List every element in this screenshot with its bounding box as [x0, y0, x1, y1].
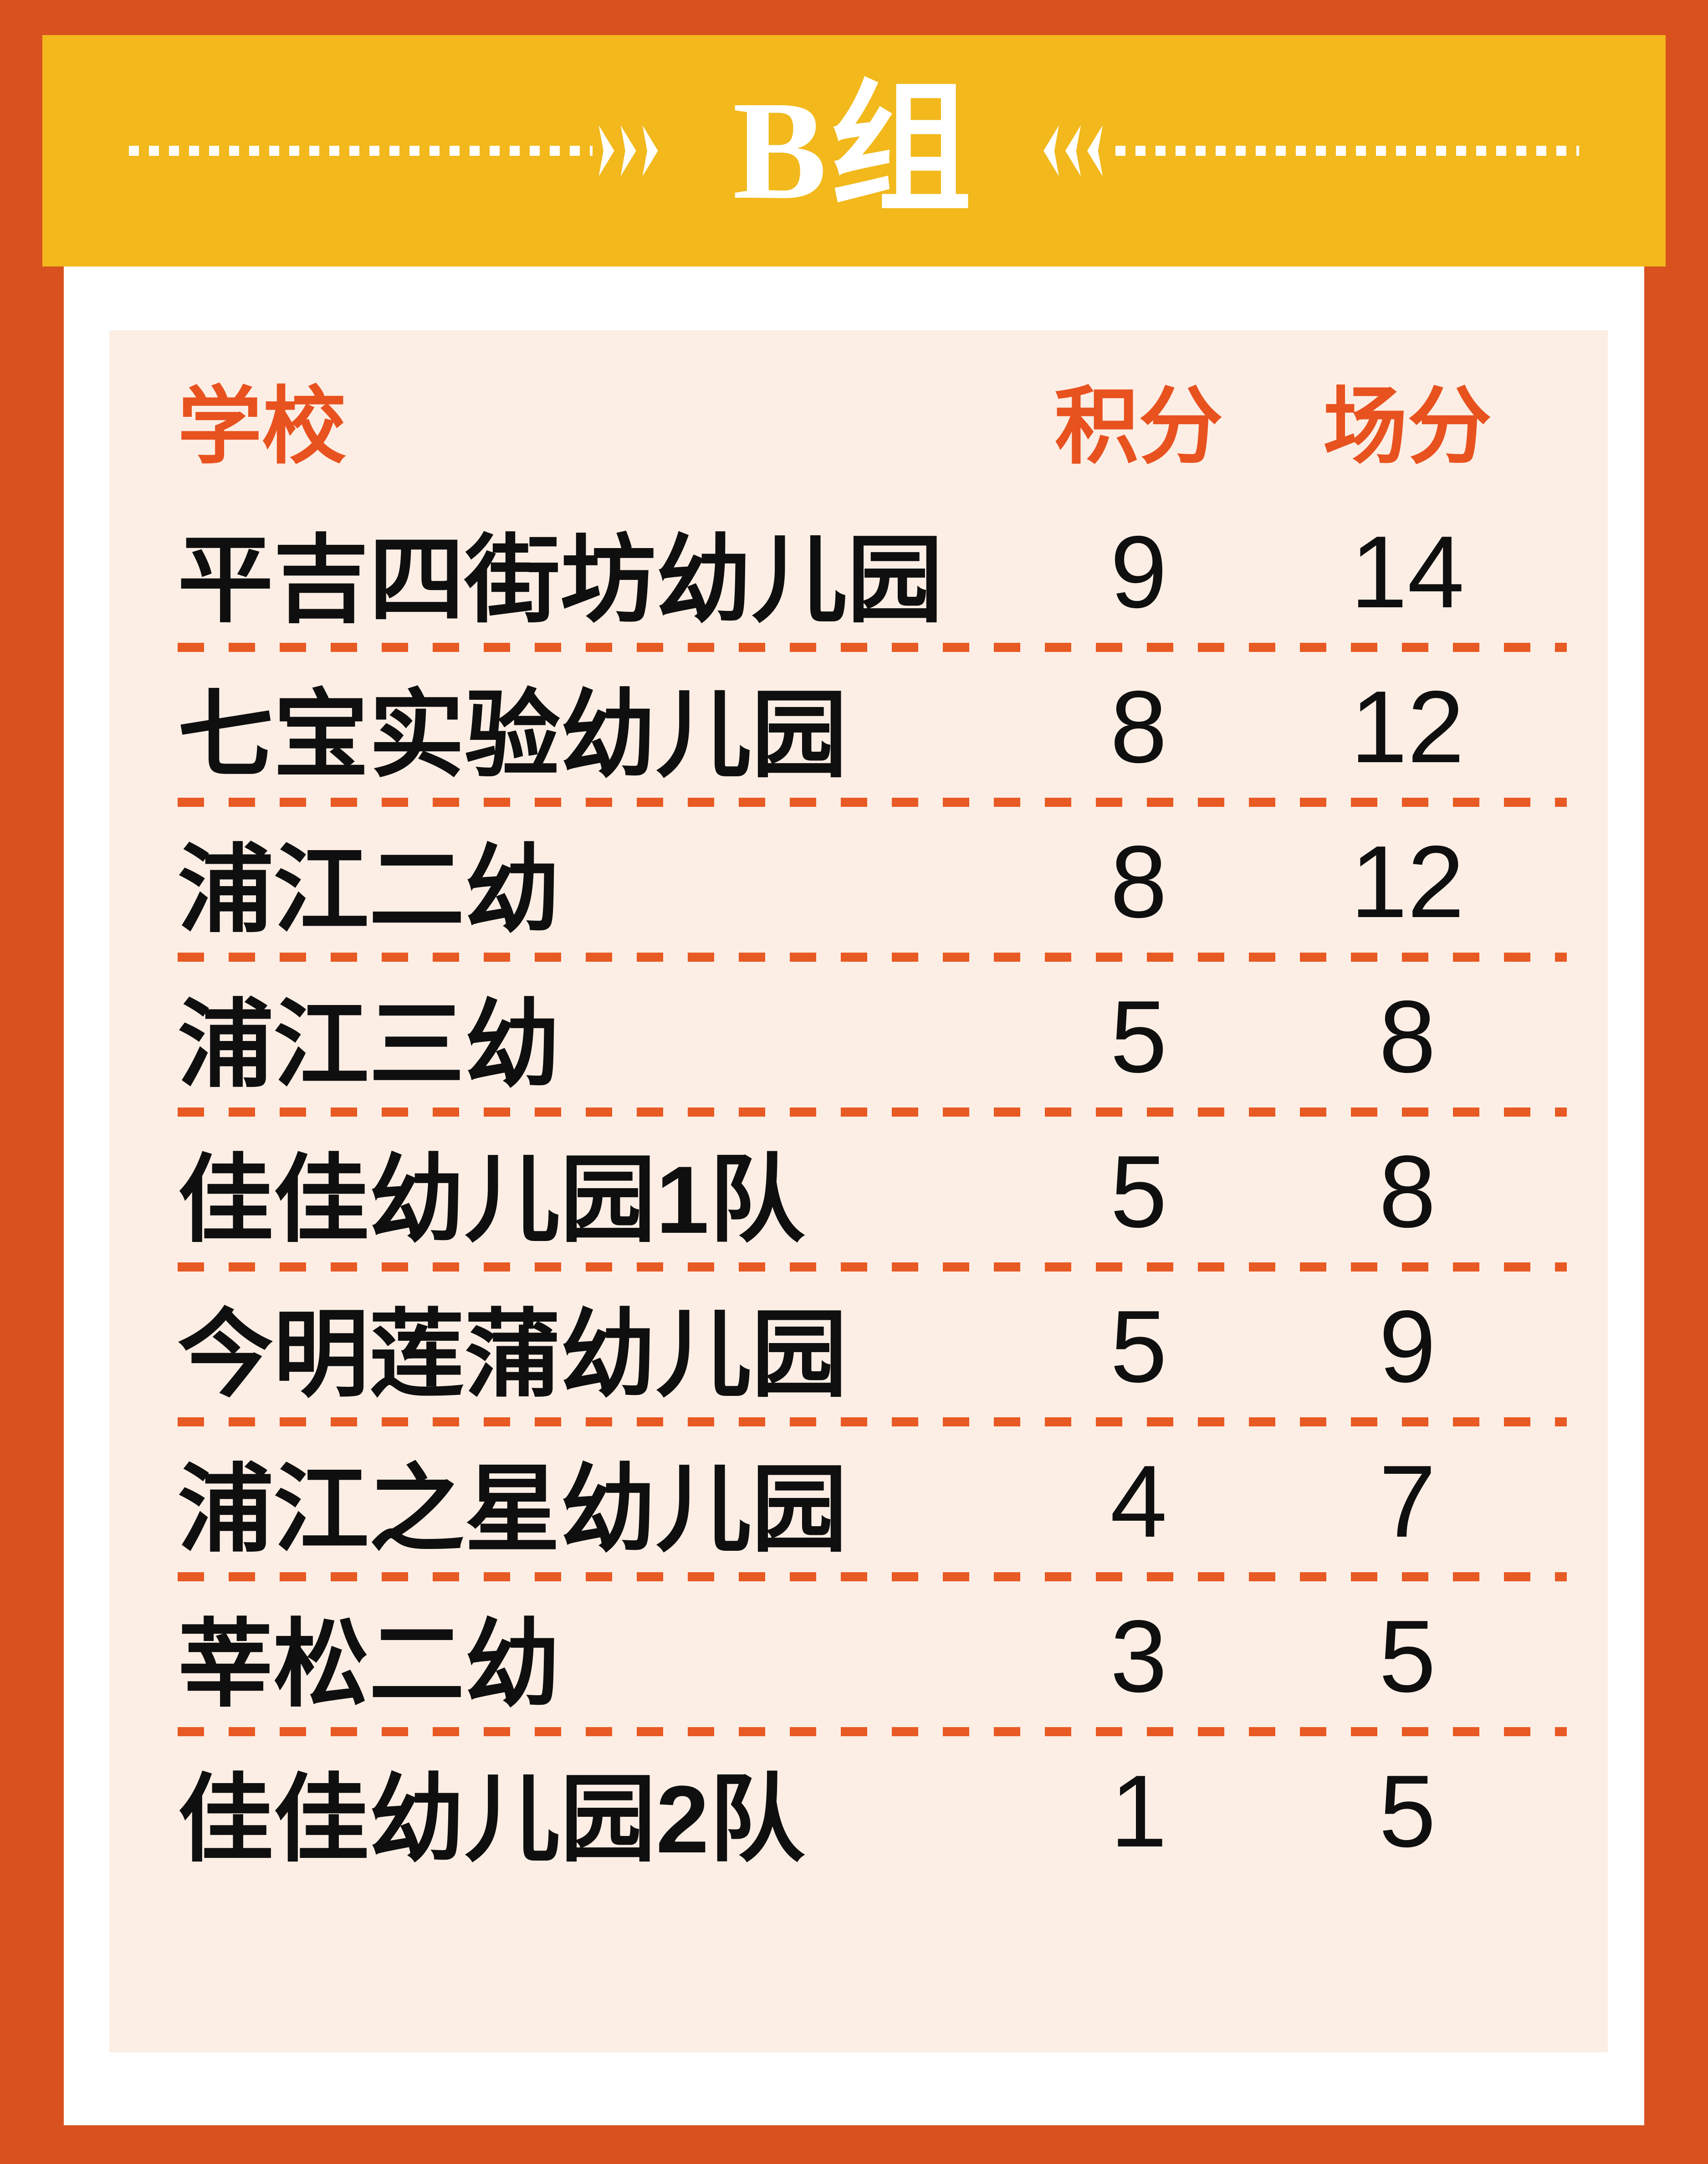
match-points-value: 8 — [1379, 979, 1436, 1094]
school-name: 浦江三幼 — [178, 991, 561, 1098]
dashed-line-right — [1115, 146, 1579, 156]
chevron-right-icon — [598, 125, 614, 176]
points-value: 5 — [1110, 1133, 1167, 1249]
points-value: 8 — [1110, 824, 1167, 939]
points-value: 5 — [1110, 979, 1167, 1094]
header-points: 积分 — [1054, 380, 1223, 474]
school-name: 平吉四街坊幼儿园 — [178, 527, 943, 634]
dashed-line-left — [129, 146, 593, 156]
points-value: 4 — [1110, 1443, 1167, 1559]
table-row: 佳佳幼儿园1队 5 8 — [178, 1114, 1567, 1272]
standings-card: 学校 积分 场分 平吉四街坊幼儿园 9 14 七宝实验幼儿园 8 12 浦江二幼… — [64, 267, 1644, 2125]
table-row: 浦江之星幼儿园 4 7 — [178, 1424, 1567, 1581]
chevron-right-icon — [620, 125, 636, 176]
table-row: 浦江三幼 5 8 — [178, 959, 1567, 1117]
match-points-value: 9 — [1379, 1288, 1436, 1404]
table-header-row: 学校 积分 场分 — [178, 344, 1539, 494]
table-row: 佳佳幼儿园2队 1 5 — [178, 1733, 1539, 1888]
match-points-value: 5 — [1379, 1753, 1436, 1868]
match-points-value: 7 — [1379, 1443, 1436, 1559]
school-name: 浦江二幼 — [178, 836, 561, 944]
school-name: 七宝实验幼儿园 — [178, 682, 848, 789]
group-title: B组 — [732, 72, 976, 229]
table-row: 今明莲蒲幼儿园 5 9 — [178, 1269, 1567, 1426]
school-name: 佳佳幼儿园1队 — [178, 1146, 805, 1253]
points-value: 9 — [1110, 514, 1167, 629]
standings-panel: 学校 积分 场分 平吉四街坊幼儿园 9 14 七宝实验幼儿园 8 12 浦江二幼… — [109, 330, 1608, 2052]
chevron-right-icon — [642, 125, 658, 176]
match-points-value: 12 — [1350, 669, 1465, 784]
match-points-value: 12 — [1350, 824, 1465, 939]
chevron-left-icon — [1065, 125, 1081, 176]
match-points-value: 14 — [1350, 514, 1465, 629]
points-value: 8 — [1110, 669, 1167, 784]
school-name: 莘松二幼 — [178, 1611, 561, 1718]
chevron-left-icon — [1087, 125, 1103, 176]
match-points-value: 8 — [1379, 1133, 1436, 1249]
table-row: 平吉四街坊幼儿园 9 14 — [178, 494, 1567, 652]
table-row: 七宝实验幼儿园 8 12 — [178, 649, 1567, 807]
school-name: 浦江之星幼儿园 — [178, 1456, 848, 1563]
school-name: 今明莲蒲幼儿园 — [178, 1301, 848, 1408]
points-value: 3 — [1110, 1598, 1167, 1713]
table-row: 浦江二幼 8 12 — [178, 804, 1567, 962]
points-value: 1 — [1110, 1753, 1167, 1868]
points-value: 5 — [1110, 1288, 1167, 1404]
match-points-value: 5 — [1379, 1598, 1436, 1713]
table-row: 莘松二幼 3 5 — [178, 1579, 1567, 1736]
chevron-left-icon — [1043, 125, 1059, 176]
chevrons-right-icon — [598, 125, 665, 176]
header-match-points: 场分 — [1323, 380, 1492, 474]
chevrons-left-icon — [1043, 125, 1109, 176]
header-school: 学校 — [178, 380, 346, 474]
group-banner: B组 — [42, 35, 1666, 267]
school-name: 佳佳幼儿园2队 — [178, 1766, 805, 1873]
